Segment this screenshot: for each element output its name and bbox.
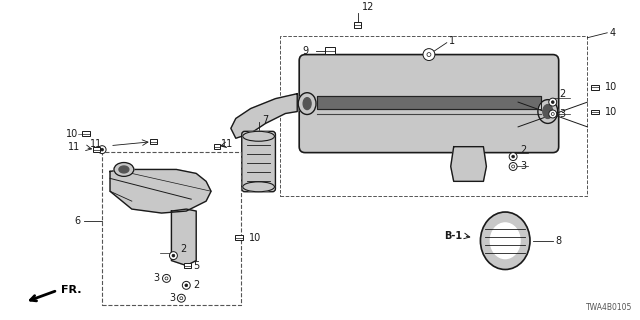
Bar — [591, 85, 599, 90]
Ellipse shape — [119, 166, 129, 173]
Circle shape — [172, 254, 175, 257]
Ellipse shape — [243, 182, 275, 192]
Polygon shape — [172, 209, 196, 266]
Text: 8: 8 — [556, 236, 562, 246]
Polygon shape — [110, 170, 211, 213]
Text: 1: 1 — [449, 36, 455, 46]
Ellipse shape — [303, 98, 311, 109]
Text: 2: 2 — [559, 89, 566, 99]
Text: 10: 10 — [605, 107, 618, 117]
Text: 6: 6 — [74, 216, 81, 226]
Bar — [150, 139, 157, 144]
Bar — [184, 263, 191, 268]
Polygon shape — [231, 94, 297, 138]
Circle shape — [548, 98, 557, 106]
Bar — [102, 152, 241, 305]
Text: 9: 9 — [302, 46, 308, 56]
Circle shape — [548, 110, 557, 118]
Polygon shape — [451, 147, 486, 181]
Ellipse shape — [490, 223, 520, 259]
Text: 3: 3 — [169, 293, 175, 303]
Bar — [280, 36, 588, 196]
Bar — [235, 235, 243, 240]
FancyBboxPatch shape — [242, 131, 275, 192]
Text: 11: 11 — [90, 139, 102, 149]
Text: 7: 7 — [262, 115, 269, 125]
Text: 10: 10 — [66, 129, 78, 139]
Bar — [93, 147, 100, 152]
Text: 3: 3 — [520, 162, 526, 172]
Circle shape — [170, 252, 177, 260]
Bar — [354, 22, 361, 28]
Ellipse shape — [298, 93, 316, 115]
Text: 4: 4 — [609, 28, 615, 38]
Text: 2: 2 — [520, 145, 526, 155]
Circle shape — [165, 277, 168, 280]
Text: FR.: FR. — [61, 285, 81, 295]
Text: 12: 12 — [362, 2, 374, 12]
Text: 11: 11 — [221, 139, 233, 149]
Text: B-1: B-1 — [445, 231, 463, 241]
Text: 10: 10 — [605, 82, 618, 92]
Text: 2: 2 — [193, 280, 200, 290]
Text: 11: 11 — [68, 142, 81, 152]
Circle shape — [180, 297, 183, 300]
Circle shape — [423, 49, 435, 60]
Text: 10: 10 — [249, 233, 261, 243]
Circle shape — [100, 148, 104, 151]
FancyBboxPatch shape — [300, 55, 559, 153]
Circle shape — [163, 275, 170, 282]
Text: 2: 2 — [180, 244, 187, 254]
Text: 3: 3 — [559, 109, 566, 119]
Ellipse shape — [243, 131, 275, 141]
Ellipse shape — [114, 163, 134, 176]
Ellipse shape — [481, 212, 530, 269]
Circle shape — [182, 281, 190, 289]
Text: 5: 5 — [193, 260, 200, 270]
Circle shape — [177, 294, 186, 302]
Circle shape — [509, 163, 517, 171]
Circle shape — [511, 165, 515, 168]
Circle shape — [551, 113, 554, 116]
Ellipse shape — [538, 100, 557, 124]
Circle shape — [512, 155, 515, 158]
Bar — [591, 109, 599, 115]
Text: 3: 3 — [154, 273, 159, 284]
Bar — [214, 144, 220, 149]
Circle shape — [427, 52, 431, 57]
Circle shape — [509, 153, 517, 161]
Text: TWA4B0105: TWA4B0105 — [586, 303, 632, 312]
Circle shape — [551, 101, 554, 103]
Ellipse shape — [543, 105, 553, 118]
Circle shape — [185, 284, 188, 287]
Bar — [83, 131, 90, 136]
Polygon shape — [317, 96, 541, 108]
Circle shape — [98, 146, 106, 154]
Bar — [325, 47, 335, 54]
